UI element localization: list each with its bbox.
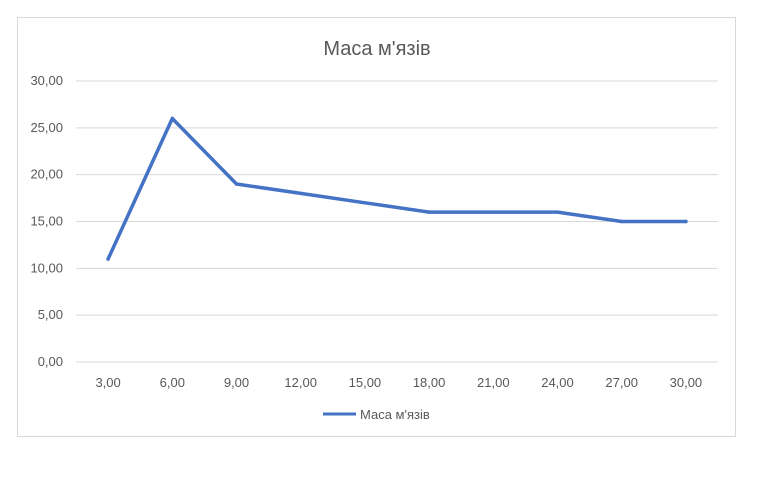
y-tick-label: 30,00: [30, 73, 63, 88]
y-tick-label: 20,00: [30, 167, 63, 182]
y-tick-label: 15,00: [30, 214, 63, 229]
data-point: [427, 210, 431, 214]
series-line: [106, 116, 688, 261]
x-tick-label: 15,00: [349, 375, 382, 390]
x-tick-label: 3,00: [95, 375, 120, 390]
x-tick-label: 6,00: [160, 375, 185, 390]
data-point: [170, 116, 175, 121]
x-tick-label: 30,00: [670, 375, 703, 390]
data-point: [106, 257, 110, 261]
x-tick-label: 21,00: [477, 375, 510, 390]
y-tick-label: 10,00: [30, 260, 63, 275]
data-point: [363, 201, 367, 205]
x-axis-ticks: 3,00 6,00 9,00 12,00 15,00 18,00 21,00 24,00 27,…: [95, 375, 702, 390]
x-tick-label: 18,00: [413, 375, 446, 390]
data-point: [684, 219, 688, 224]
x-tick-label: 12,00: [284, 375, 317, 390]
chart-frame: [17, 17, 736, 437]
data-point: [619, 219, 624, 224]
y-axis-ticks: 0,00 5,00 10,00 15,00 20,00 25,00 30,00: [30, 73, 63, 369]
y-tick-label: 5,00: [38, 307, 63, 322]
series-layer: [106, 116, 688, 261]
legend: Маса м'язів: [323, 407, 430, 422]
y-tick-label: 0,00: [38, 354, 63, 369]
gridlines: [76, 80, 718, 363]
data-point: [298, 191, 303, 196]
x-tick-label: 9,00: [224, 375, 249, 390]
data-point: [491, 210, 496, 214]
x-tick-label: 24,00: [541, 375, 574, 390]
legend-label: Маса м'язів: [360, 407, 430, 422]
x-tick-label: 27,00: [605, 375, 638, 390]
y-tick-label: 25,00: [30, 120, 63, 135]
chart-title: Маса м'язів: [323, 38, 430, 60]
data-point: [234, 182, 239, 186]
data-point: [555, 210, 560, 214]
